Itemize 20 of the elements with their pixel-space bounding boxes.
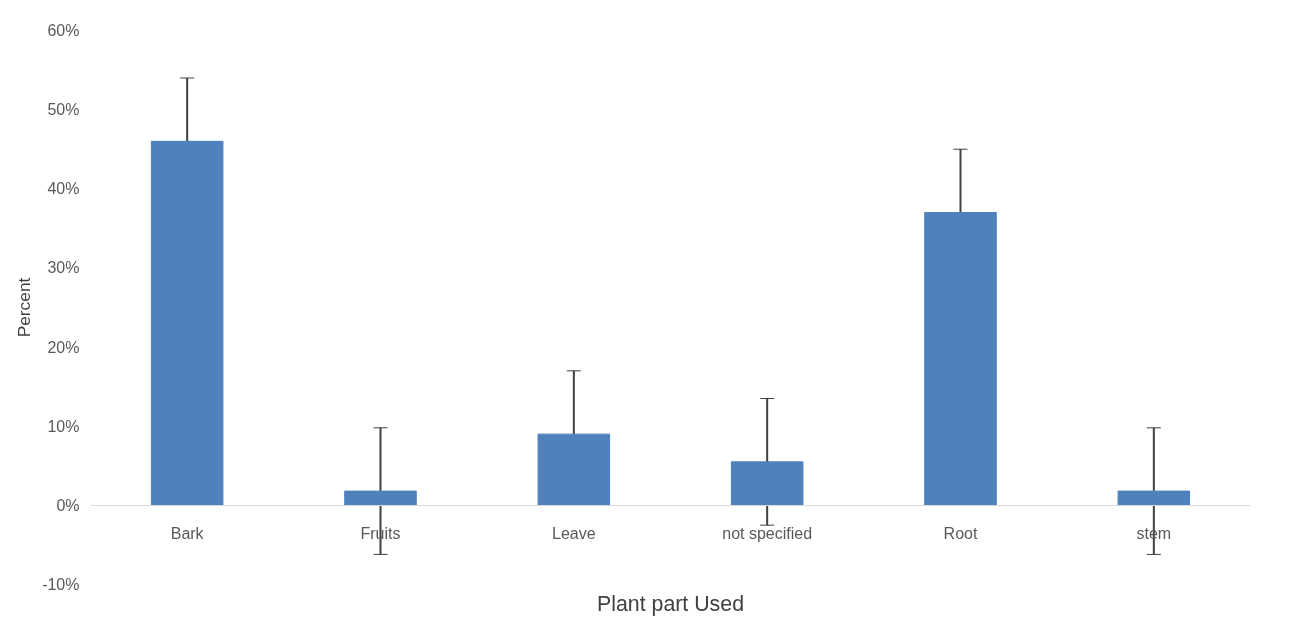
y-tick-label: 10% <box>47 417 80 435</box>
bar <box>150 140 224 506</box>
y-axis-title: Percent <box>14 277 35 338</box>
y-tick-label: 60% <box>47 22 80 39</box>
bar <box>344 490 417 506</box>
x-tick-label: Root <box>943 525 978 543</box>
bar <box>924 212 997 506</box>
x-tick-label: not specified <box>722 525 813 543</box>
y-tick-label: 50% <box>47 101 80 119</box>
x-tick-label: Bark <box>170 525 205 543</box>
y-tick-label: 20% <box>47 338 80 356</box>
bar <box>537 433 611 506</box>
bar <box>730 461 804 506</box>
y-tick-label: 40% <box>47 180 80 198</box>
x-axis-title: Plant part Used <box>597 591 745 616</box>
y-tick-label: -10% <box>42 576 80 593</box>
bar <box>1117 490 1191 506</box>
y-tick-label: 30% <box>47 259 80 277</box>
x-tick-label: Leave <box>552 525 596 543</box>
y-tick-label: 0% <box>56 496 80 514</box>
